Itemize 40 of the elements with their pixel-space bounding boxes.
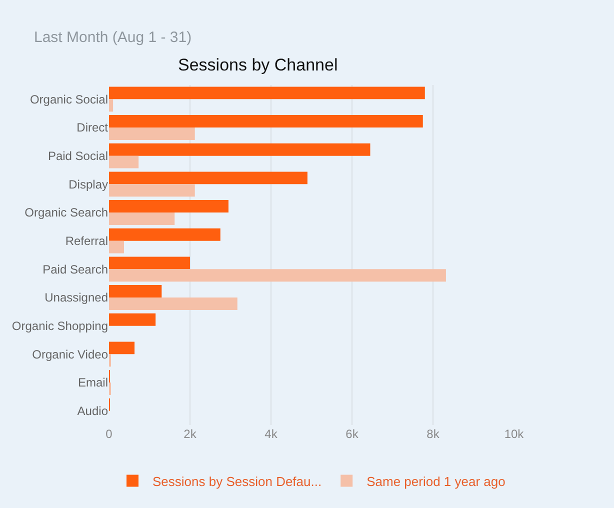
bar	[109, 172, 308, 184]
x-tick-label: 4k	[264, 427, 278, 441]
y-tick-label: Unassigned	[44, 290, 108, 305]
y-tick-label: Organic Social	[30, 92, 108, 106]
y-tick-label: Paid Search	[42, 262, 108, 276]
y-tick-label: Organic Video	[32, 347, 108, 362]
chart-subtitle: Last Month (Aug 1 - 31)	[34, 29, 192, 46]
x-tick-label: 6k	[346, 427, 360, 441]
bar	[109, 115, 423, 128]
x-tick-label: 8k	[426, 427, 440, 441]
bar	[109, 240, 124, 254]
y-tick-label: Direct	[76, 120, 109, 135]
bar	[109, 269, 446, 282]
bar	[109, 313, 156, 326]
y-tick-label: Paid Social	[48, 149, 108, 164]
chart-title: Sessions by Channel	[178, 55, 338, 74]
bar	[109, 156, 139, 168]
bar	[109, 143, 370, 156]
y-tick-label: Audio	[77, 404, 108, 418]
y-tick-label: Referral	[65, 234, 108, 248]
y-tick-label: Organic Search	[24, 206, 108, 220]
x-tick-label: 2k	[184, 427, 198, 441]
bar	[109, 342, 135, 354]
y-tick-label: Display	[68, 177, 108, 192]
x-tick-label: 10k	[504, 427, 525, 441]
bar	[109, 86, 425, 100]
bar	[109, 228, 220, 241]
x-tick-label: 0	[106, 427, 113, 441]
legend-label: Sessions by Session Defau...	[152, 474, 322, 489]
bar	[109, 128, 195, 140]
bar	[109, 184, 195, 197]
bar	[109, 285, 162, 298]
bar	[109, 298, 238, 310]
bar	[109, 256, 190, 270]
legend-label: Same period 1 year ago	[366, 474, 506, 489]
y-tick-label: Email	[78, 376, 108, 390]
y-tick-label: Organic Shopping	[12, 319, 108, 334]
bar	[109, 212, 175, 225]
bar	[109, 200, 228, 212]
bar	[109, 99, 114, 112]
